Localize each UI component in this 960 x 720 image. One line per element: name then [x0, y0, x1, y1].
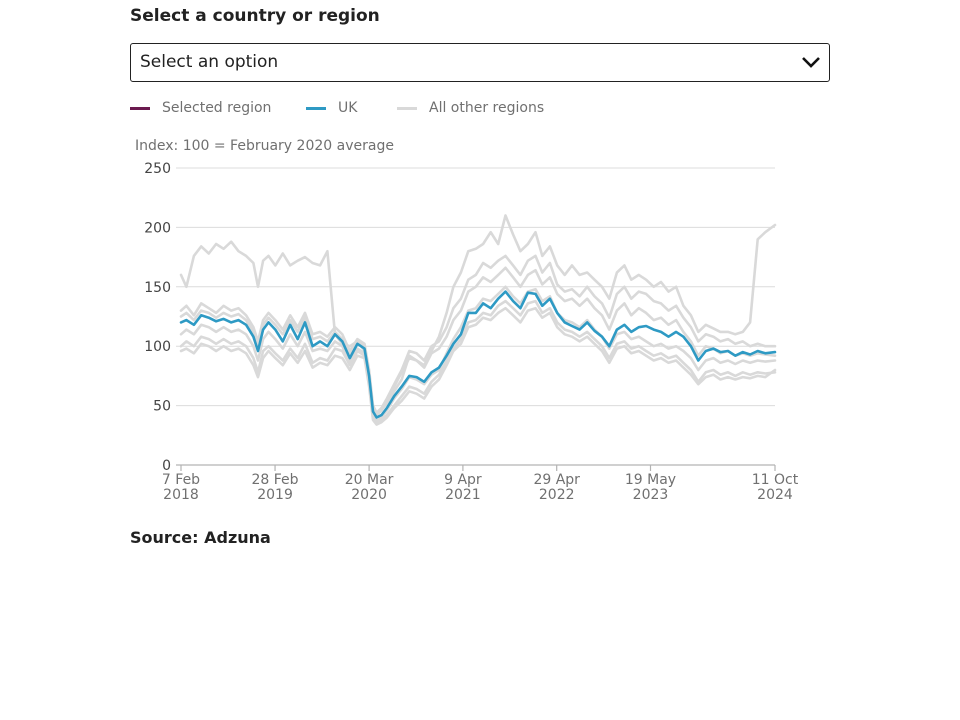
series-line-other-region	[179, 254, 777, 414]
series-line-other-region	[179, 214, 777, 417]
series-line-other-region	[179, 285, 777, 423]
x-tick-label: 20 Mar	[345, 472, 394, 488]
x-tick-label-year: 2023	[633, 487, 669, 503]
y-tick-label: 0	[162, 458, 171, 474]
x-tick-label: 7 Feb	[162, 472, 200, 488]
series-lines	[179, 214, 777, 426]
series-line-other-region	[179, 306, 777, 426]
x-tick-label-year: 2018	[163, 487, 199, 503]
y-tick-label: 100	[144, 339, 171, 355]
y-tick-label: 200	[144, 220, 171, 236]
legend-swatch	[306, 107, 326, 110]
y-axis-ticks: 0 50 100 150 200 250	[144, 161, 171, 474]
x-tick-label-year: 2024	[757, 487, 793, 503]
x-tick-label: 28 Feb	[252, 472, 299, 488]
series-line-uk	[179, 290, 777, 419]
y-axis-title: Index: 100 = February 2020 average	[135, 138, 394, 154]
y-tick-label: 250	[144, 161, 171, 177]
chevron-down-icon	[802, 57, 820, 68]
y-tick-label: 50	[153, 399, 171, 415]
source-note: Source: Adzuna	[130, 528, 271, 547]
x-tick-label-year: 2019	[257, 487, 293, 503]
legend-swatch	[130, 107, 150, 110]
x-tick-label-year: 2021	[445, 487, 481, 503]
series-line-other-region	[179, 266, 777, 417]
x-tick-label-year: 2020	[351, 487, 387, 503]
chart-legend: Selected region UK All other regions	[130, 99, 830, 119]
line-chart: Index: 100 = February 2020 average 0 50 10…	[135, 138, 799, 503]
legend-label: Selected region	[162, 100, 272, 116]
legend-label: All other regions	[429, 100, 545, 116]
x-tick-label: 9 Apr	[444, 472, 482, 488]
region-select[interactable]: Select an option	[130, 43, 830, 82]
x-tick-label: 11 Oct	[752, 472, 799, 488]
region-select-value: Select an option	[140, 52, 279, 72]
legend-label: UK	[338, 100, 358, 116]
selector-label: Select a country or region	[130, 6, 380, 26]
x-tick-label: 29 Apr	[533, 472, 580, 488]
series-line-other-region	[179, 299, 777, 425]
x-tick-label-year: 2022	[539, 487, 575, 503]
legend-swatch	[397, 107, 417, 110]
x-tick-label: 19 May	[625, 472, 676, 488]
y-tick-label: 150	[144, 280, 171, 296]
